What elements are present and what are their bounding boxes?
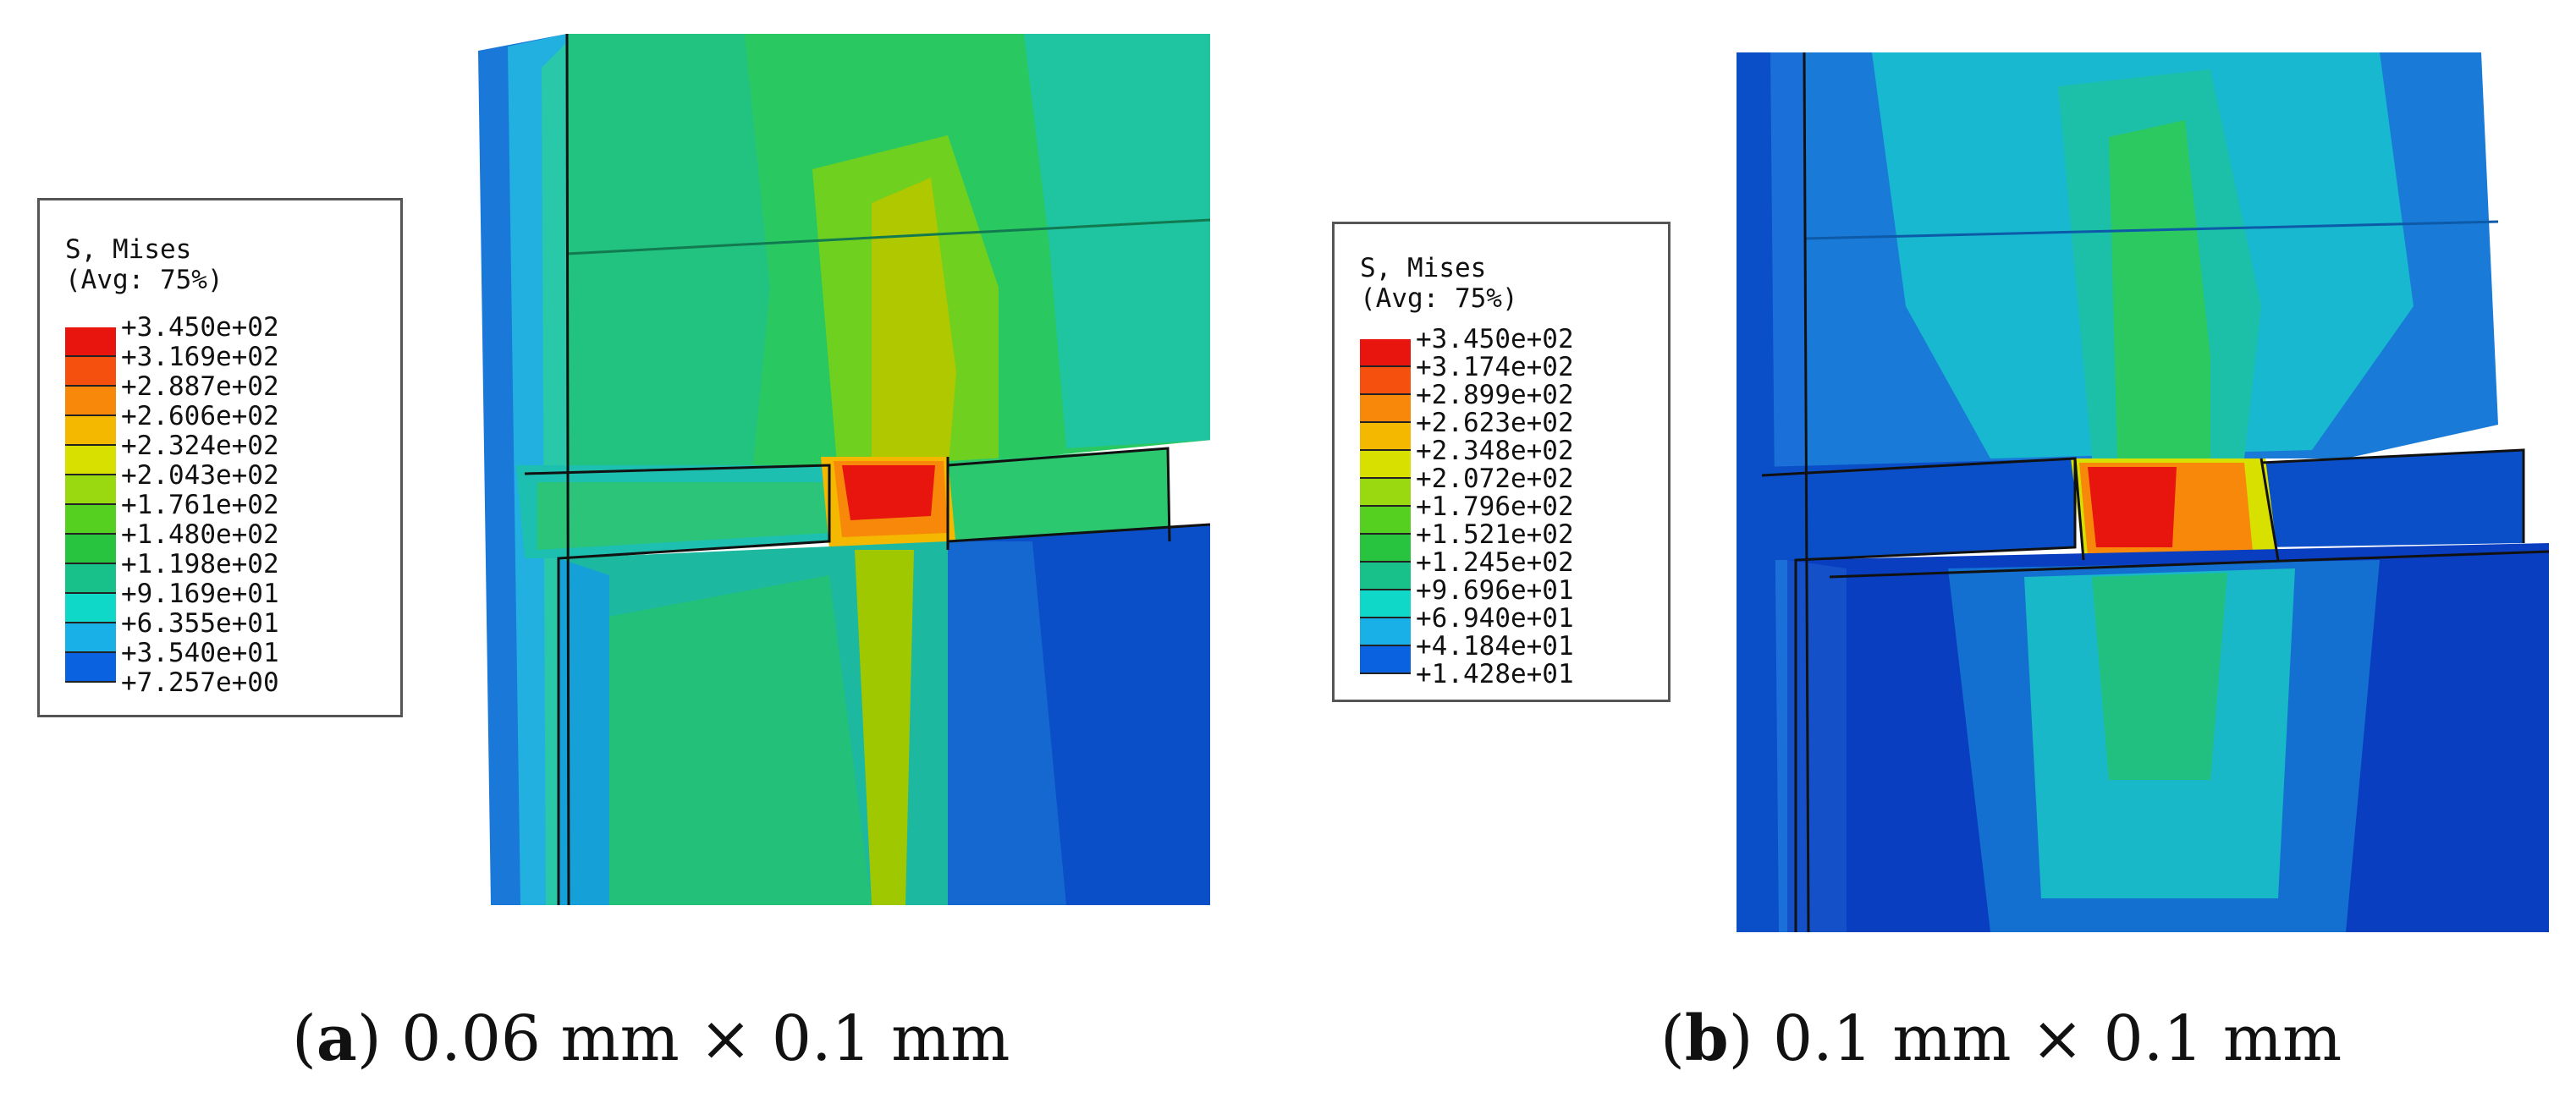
part-outline — [565, 34, 570, 905]
caption-letter: a — [316, 1002, 357, 1075]
upper-block-hot — [872, 178, 956, 474]
color-swatch — [1360, 423, 1411, 451]
part-outline — [524, 464, 831, 905]
stub-inner — [537, 482, 829, 550]
part-outline — [2260, 448, 2525, 543]
color-swatch — [1360, 507, 1411, 535]
color-swatch — [1360, 339, 1411, 367]
legend-value: +1.796e+02 — [1416, 491, 1574, 522]
color-swatch — [65, 475, 116, 505]
legend-ticks: +3.450e+02 +3.169e+02 +2.887e+02 +2.606e… — [121, 313, 279, 698]
legend-value: +2.043e+02 — [121, 460, 279, 491]
legend-title: S, Mises — [1360, 253, 1487, 283]
color-swatches — [65, 327, 116, 683]
fe-contour-plot — [1737, 52, 2549, 932]
caption-text: 0.06 mm × 0.1 mm — [381, 1002, 1010, 1075]
legend-value: +2.348e+02 — [1416, 436, 1574, 466]
legend-value: +1.245e+02 — [1416, 547, 1574, 578]
part-outline — [2260, 458, 2280, 561]
upper-block-seam — [1803, 220, 2499, 240]
color-swatch — [1360, 646, 1411, 674]
part-outline — [1803, 52, 1810, 932]
color-swatch — [65, 535, 116, 564]
legend-value: +7.257e+00 — [121, 667, 279, 698]
legend-ticks: +3.450e+02 +3.174e+02 +2.899e+02 +2.623e… — [1416, 326, 1574, 689]
color-swatch — [65, 564, 116, 594]
color-swatch — [65, 653, 116, 683]
lower-block-core — [2092, 573, 2227, 780]
color-swatch — [1360, 451, 1411, 479]
legend-title: S, Mises — [65, 234, 192, 265]
part-outline — [2073, 458, 2085, 561]
right-stub — [2261, 450, 2524, 547]
upper-block-right — [1024, 34, 1210, 448]
weld-hotspot-core — [842, 465, 935, 520]
legend-subtitle: (Avg: 75%) — [1360, 283, 1518, 314]
legend-value: +1.521e+02 — [1416, 519, 1574, 550]
color-swatch — [1360, 535, 1411, 563]
legend-value: +2.887e+02 — [121, 371, 279, 402]
legend-value: +3.540e+01 — [121, 638, 279, 668]
fe-contour-plot — [478, 34, 1210, 905]
color-swatch — [1360, 395, 1411, 423]
legend-value: +3.450e+02 — [121, 312, 279, 343]
color-swatch — [65, 327, 116, 357]
legend-value: +6.355e+01 — [121, 608, 279, 639]
color-swatch — [65, 505, 116, 535]
legend-value: +1.198e+02 — [121, 549, 279, 579]
color-swatch — [1360, 367, 1411, 395]
upper-block-left — [567, 34, 770, 482]
lower-left-green — [559, 575, 872, 905]
color-swatch — [65, 416, 116, 446]
legend-value: +9.169e+01 — [121, 579, 279, 609]
part-outline — [1761, 457, 2077, 932]
color-swatches — [1360, 339, 1411, 674]
panel-caption: (b) 0.1 mm × 0.1 mm — [1660, 1002, 2342, 1075]
stress-legend: S, Mises (Avg: 75%) +3.450e+02 +3.174e+0… — [1332, 222, 1671, 702]
stress-legend: S, Mises (Avg: 75%) +3.450e+02 +3.169e+0… — [37, 198, 403, 717]
left-stub — [1762, 458, 2075, 560]
panel-caption: (a) 0.06 mm × 0.1 mm — [292, 1002, 1010, 1075]
legend-value: +2.072e+02 — [1416, 464, 1574, 494]
lower-left-edge — [559, 558, 609, 905]
legend-value: +1.761e+02 — [121, 490, 279, 520]
legend-value: +6.940e+01 — [1416, 603, 1574, 634]
legend-value: +1.480e+02 — [121, 519, 279, 550]
part-outline — [947, 523, 1210, 543]
right-stub — [948, 448, 1170, 541]
color-swatch — [1360, 618, 1411, 646]
color-swatch — [1360, 479, 1411, 507]
legend-subtitle: (Avg: 75%) — [65, 265, 223, 295]
caption-letter: b — [1684, 1002, 1729, 1075]
part-outline — [1829, 550, 2549, 579]
legend-value: +1.428e+01 — [1416, 659, 1574, 689]
legend-value: +9.696e+01 — [1416, 575, 1574, 606]
color-swatch — [65, 387, 116, 416]
color-swatch — [65, 446, 116, 475]
legend-value: +4.184e+01 — [1416, 631, 1574, 662]
legend-value: +2.606e+02 — [121, 401, 279, 431]
panel-a: S, Mises (Avg: 75%) +3.450e+02 +3.169e+0… — [37, 34, 1210, 1075]
lower-centre-band — [855, 550, 914, 905]
part-outline — [947, 447, 1171, 542]
panel-b: S, Mises (Avg: 75%) +3.450e+02 +3.174e+0… — [1288, 0, 2576, 1120]
legend-value: +2.899e+02 — [1416, 380, 1574, 410]
upper-block-seam — [566, 218, 1210, 255]
color-swatch — [65, 357, 116, 387]
color-swatch — [65, 594, 116, 623]
legend-value: +3.174e+02 — [1416, 352, 1574, 382]
legend-value: +2.623e+02 — [1416, 408, 1574, 438]
lower-left-edge — [1787, 560, 1847, 932]
color-swatch — [1360, 563, 1411, 590]
legend-value: +3.450e+02 — [1416, 324, 1574, 354]
color-swatch — [1360, 590, 1411, 618]
caption-text: 0.1 mm × 0.1 mm — [1753, 1002, 2342, 1075]
weld-hotspot-core — [2088, 467, 2177, 547]
lower-right-shade — [948, 541, 1066, 905]
color-swatch — [65, 623, 116, 653]
upper-block-hot — [2109, 120, 2210, 458]
legend-value: +2.324e+02 — [121, 431, 279, 461]
legend-value: +3.169e+02 — [121, 342, 279, 372]
